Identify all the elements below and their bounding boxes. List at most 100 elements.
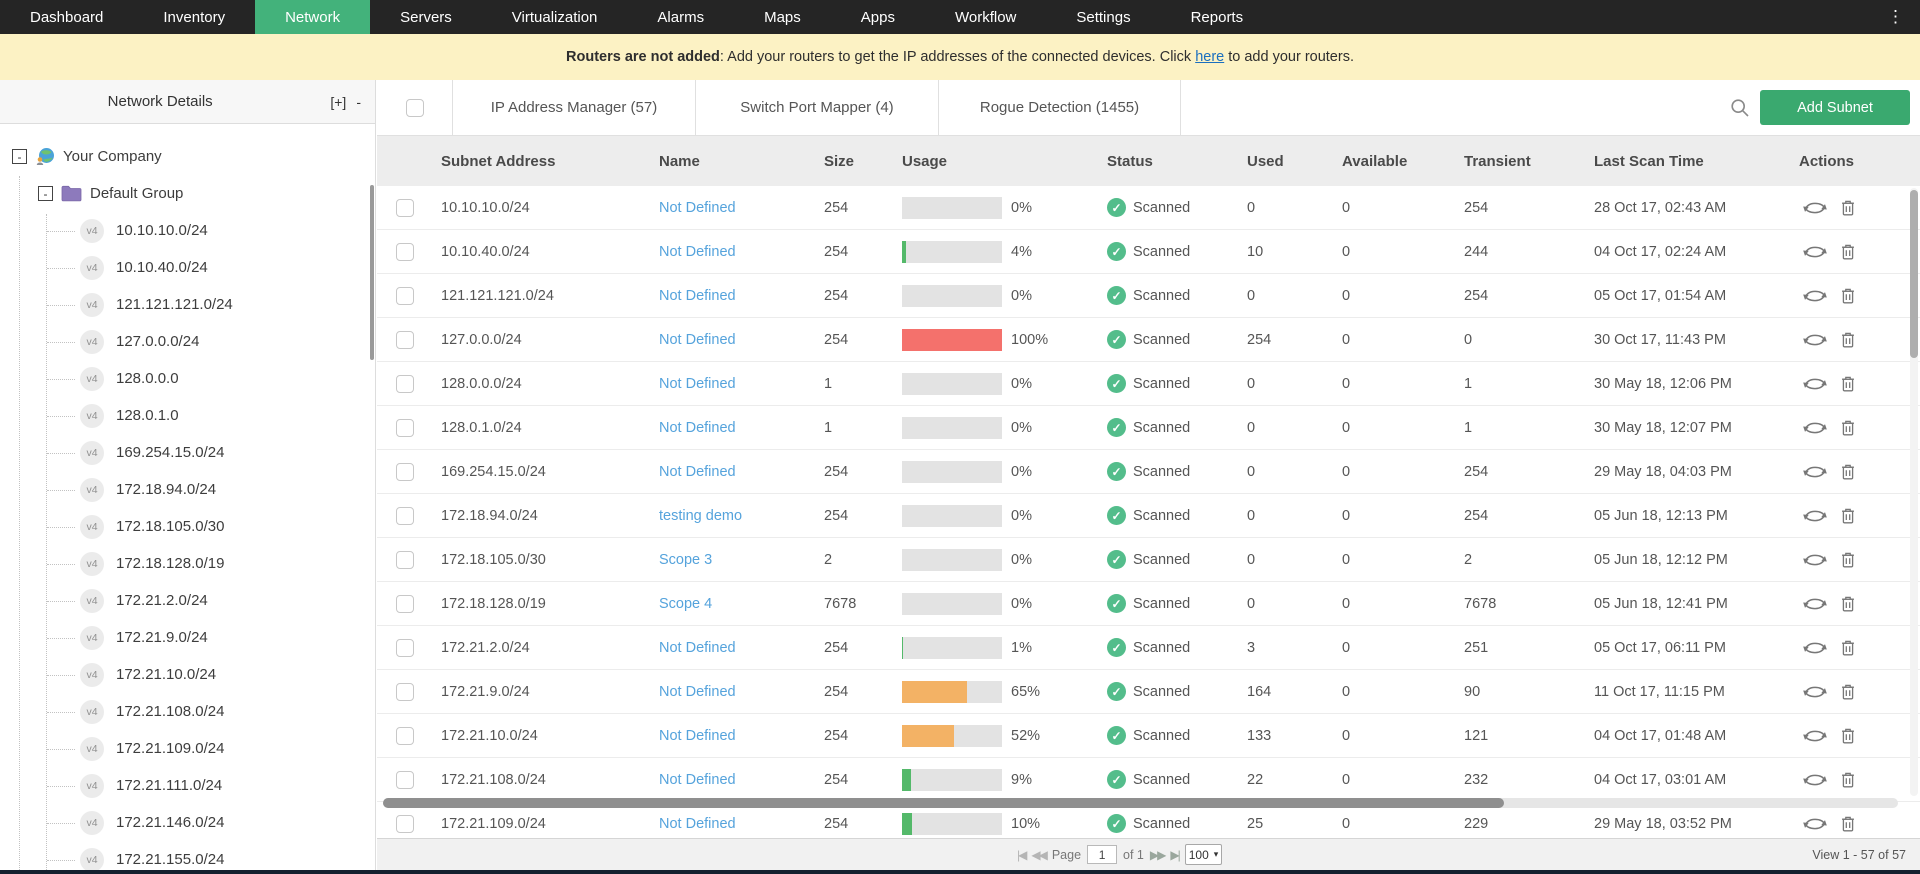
row-checkbox[interactable] xyxy=(396,682,414,701)
subnet-name-link[interactable]: Not Defined xyxy=(659,463,736,480)
sidebar-item-172-18-94-0-24[interactable]: v4 172.18.94.0/24 xyxy=(0,471,375,508)
subnet-name-link[interactable]: Scope 3 xyxy=(659,551,713,568)
search-icon[interactable] xyxy=(1720,98,1760,118)
sidebar-item-172-21-9-0-24[interactable]: v4 172.21.9.0/24 xyxy=(0,619,375,656)
nav-item-maps[interactable]: Maps xyxy=(764,8,801,26)
row-checkbox[interactable] xyxy=(396,374,414,393)
nav-item-apps[interactable]: Apps xyxy=(860,8,895,26)
subnet-name-link[interactable]: Not Defined xyxy=(659,199,736,216)
horizontal-scrollbar-thumb[interactable] xyxy=(383,798,1505,808)
row-checkbox[interactable] xyxy=(396,726,414,745)
nav-item-settings[interactable]: Settings xyxy=(1076,8,1131,26)
row-checkbox[interactable] xyxy=(396,594,414,613)
sidebar-item-172-21-146-0-24[interactable]: v4 172.21.146.0/24 xyxy=(0,804,375,841)
page-size-select[interactable]: 100 ▾ xyxy=(1184,844,1223,865)
rescan-icon[interactable] xyxy=(1803,685,1827,699)
row-checkbox[interactable] xyxy=(396,770,414,789)
subnet-name-link[interactable]: Not Defined xyxy=(659,287,736,304)
delete-icon[interactable] xyxy=(1841,332,1855,348)
rescan-icon[interactable] xyxy=(1803,201,1827,215)
row-checkbox[interactable] xyxy=(396,814,414,833)
row-checkbox[interactable] xyxy=(396,418,414,437)
next-page-icon[interactable]: ▶▶ xyxy=(1149,847,1167,862)
row-checkbox[interactable] xyxy=(396,638,414,657)
nav-item-alarms[interactable]: Alarms xyxy=(657,8,705,26)
rescan-icon[interactable] xyxy=(1803,553,1827,567)
sidebar-item-169-254-15-0-24[interactable]: v4 169.254.15.0/24 xyxy=(0,434,375,471)
delete-icon[interactable] xyxy=(1841,552,1855,568)
subnet-name-link[interactable]: Not Defined xyxy=(659,375,736,392)
last-page-icon[interactable]: ▶| xyxy=(1170,847,1180,862)
rescan-icon[interactable] xyxy=(1803,641,1827,655)
row-checkbox[interactable] xyxy=(396,198,414,217)
row-checkbox[interactable] xyxy=(396,506,414,525)
rescan-icon[interactable] xyxy=(1803,421,1827,435)
row-checkbox[interactable] xyxy=(396,550,414,569)
delete-icon[interactable] xyxy=(1841,376,1855,392)
subnet-name-link[interactable]: Scope 4 xyxy=(659,595,713,612)
tab-ip-address-manager[interactable]: IP Address Manager (57) xyxy=(452,80,695,135)
sidebar-item-172-21-155-0-24[interactable]: v4 172.21.155.0/24 xyxy=(0,841,375,874)
sidebar-item-172-21-10-0-24[interactable]: v4 172.21.10.0/24 xyxy=(0,656,375,693)
rescan-icon[interactable] xyxy=(1803,245,1827,259)
nav-item-inventory[interactable]: Inventory xyxy=(163,8,226,26)
horizontal-scrollbar[interactable] xyxy=(383,798,1898,808)
collapse-all-control[interactable]: - xyxy=(356,93,361,110)
kebab-menu-icon[interactable]: ⋮ xyxy=(1887,7,1904,26)
delete-icon[interactable] xyxy=(1841,596,1855,612)
page-number-input[interactable] xyxy=(1087,845,1118,864)
sidebar-item-10-10-10-0-24[interactable]: v4 10.10.10.0/24 xyxy=(0,212,375,249)
subnet-name-link[interactable]: testing demo xyxy=(659,507,743,524)
sidebar-item-172-21-108-0-24[interactable]: v4 172.21.108.0/24 xyxy=(0,693,375,730)
subnet-name-link[interactable]: Not Defined xyxy=(659,771,736,788)
sidebar-item-10-10-40-0-24[interactable]: v4 10.10.40.0/24 xyxy=(0,249,375,286)
vertical-scrollbar[interactable] xyxy=(1910,188,1918,796)
subnet-name-link[interactable]: Not Defined xyxy=(659,243,736,260)
first-page-icon[interactable]: |◀ xyxy=(1017,847,1027,862)
rescan-icon[interactable] xyxy=(1803,729,1827,743)
sidebar-item-128-0-1-0[interactable]: v4 128.0.1.0 xyxy=(0,397,375,434)
sidebar-item-172-21-111-0-24[interactable]: v4 172.21.111.0/24 xyxy=(0,767,375,804)
tab-rogue-detection[interactable]: Rogue Detection (1455) xyxy=(938,80,1181,135)
sidebar-item-172-18-105-0-30[interactable]: v4 172.18.105.0/30 xyxy=(0,508,375,545)
nav-item-reports[interactable]: Reports xyxy=(1190,8,1244,26)
rescan-icon[interactable] xyxy=(1803,773,1827,787)
nav-item-dashboard[interactable]: Dashboard xyxy=(30,8,104,26)
add-routers-link[interactable]: here xyxy=(1195,49,1225,65)
rescan-icon[interactable] xyxy=(1803,509,1827,523)
row-checkbox[interactable] xyxy=(396,242,414,261)
sidebar-item-172-18-128-0-19[interactable]: v4 172.18.128.0/19 xyxy=(0,545,375,582)
delete-icon[interactable] xyxy=(1841,684,1855,700)
nav-item-workflow[interactable]: Workflow xyxy=(954,8,1017,26)
sidebar-item-172-21-2-0-24[interactable]: v4 172.21.2.0/24 xyxy=(0,582,375,619)
previous-page-icon[interactable]: ◀◀ xyxy=(1031,847,1048,862)
collapse-toggle-icon[interactable]: - xyxy=(12,149,27,164)
sidebar-item-127-0-0-0-24[interactable]: v4 127.0.0.0/24 xyxy=(0,323,375,360)
subnet-name-link[interactable]: Not Defined xyxy=(659,683,736,700)
delete-icon[interactable] xyxy=(1841,772,1855,788)
tab-switch-port-mapper[interactable]: Switch Port Mapper (4) xyxy=(695,80,938,135)
row-checkbox[interactable] xyxy=(396,330,414,349)
delete-icon[interactable] xyxy=(1841,728,1855,744)
row-checkbox[interactable] xyxy=(396,462,414,481)
subnet-name-link[interactable]: Not Defined xyxy=(659,727,736,744)
delete-icon[interactable] xyxy=(1841,508,1855,524)
rescan-icon[interactable] xyxy=(1803,597,1827,611)
subnet-name-link[interactable]: Not Defined xyxy=(659,639,736,656)
collapse-toggle-icon[interactable]: - xyxy=(38,186,53,201)
subnet-name-link[interactable]: Not Defined xyxy=(659,815,736,832)
delete-icon[interactable] xyxy=(1841,244,1855,260)
row-checkbox[interactable] xyxy=(396,286,414,305)
sidebar-item-128-0-0-0[interactable]: v4 128.0.0.0 xyxy=(0,360,375,397)
add-subnet-button[interactable]: Add Subnet xyxy=(1760,90,1910,125)
select-all-checkbox[interactable] xyxy=(405,98,424,117)
rescan-icon[interactable] xyxy=(1803,289,1827,303)
sidebar-item-121-121-121-0-24[interactable]: v4 121.121.121.0/24 xyxy=(0,286,375,323)
nav-item-virtualization[interactable]: Virtualization xyxy=(511,8,598,26)
delete-icon[interactable] xyxy=(1841,816,1855,832)
nav-item-servers[interactable]: Servers xyxy=(400,8,452,26)
delete-icon[interactable] xyxy=(1841,640,1855,656)
delete-icon[interactable] xyxy=(1841,464,1855,480)
delete-icon[interactable] xyxy=(1841,288,1855,304)
vertical-scrollbar-thumb[interactable] xyxy=(1910,190,1918,358)
